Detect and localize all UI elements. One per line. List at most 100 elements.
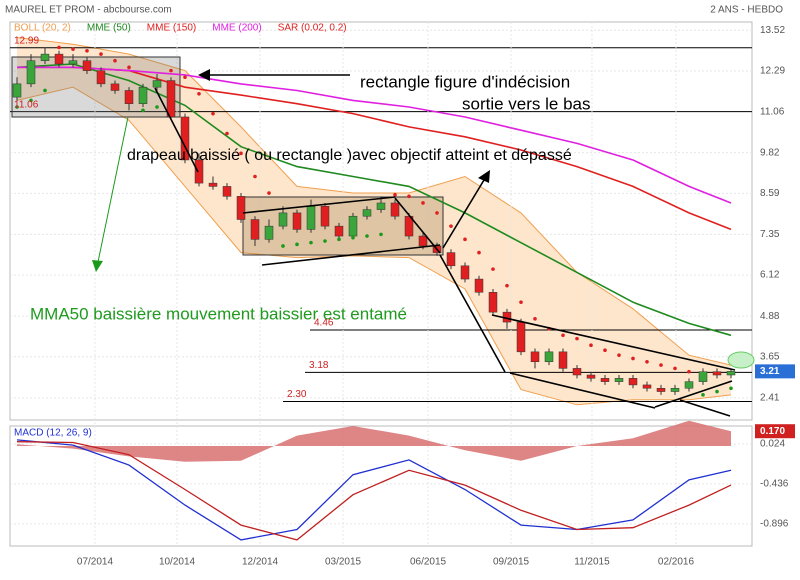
candle-body [474,278,484,293]
sar-dot [169,68,173,73]
candle-body [698,371,708,382]
sar-dot [43,88,47,93]
y-tick-label: -0.436 [760,479,789,490]
level-label: 12.99 [14,35,39,46]
candle-body [138,86,148,104]
x-tick-label: 03/2015 [325,557,362,568]
candle-body [96,70,106,85]
sar-dot [715,389,719,394]
candle-body [110,83,120,91]
panel-title: MACD (12, 26, 9) [14,428,92,439]
trend-line [509,372,656,409]
candle-body [320,206,330,227]
trend-line [679,399,731,417]
y-tick-label: 0.024 [760,439,785,450]
sar-dot [197,91,201,96]
legend-entry: MME (50) [87,23,131,34]
x-tick-label: 02/2016 [658,557,695,568]
drawings [92,69,755,417]
y-tick-label: 11.06 [760,106,785,117]
candle-body [236,196,246,220]
candle-body [600,378,610,382]
x-tick-label: 09/2015 [493,557,530,568]
sar-dot [351,235,355,240]
y-tick-label: 12.29 [760,66,785,77]
x-tick-label: 11/2015 [574,557,610,568]
bollinger-fill [17,37,731,405]
moving-average [17,66,732,231]
candle-body [670,387,680,392]
candle-body [166,80,176,118]
moving-average [16,63,732,337]
candle-body [656,387,666,392]
sar-dot [449,224,453,228]
arrow-head [198,69,210,81]
sar-dot [463,237,467,242]
sar-dot [687,369,691,374]
sar-dot [99,52,103,56]
sar-dot [267,191,271,195]
candle-body [572,368,582,376]
y-tick-label: 4.88 [760,311,780,322]
chart-title: MAUREL ET PROM - abcbourse.com [5,5,172,16]
candle-body [376,202,386,210]
sar-dot [589,343,593,348]
candle-body [684,381,694,389]
sar-dot [379,232,383,237]
sar-dot [575,336,579,341]
candle-body [726,371,736,376]
y-tick-label: 13.52 [760,25,785,36]
x-tick-label: 12/2014 [242,557,279,568]
candle-body [712,371,722,376]
marks-layer [12,45,736,541]
candle-body [334,225,344,237]
trend-line [261,244,441,266]
candle-body [292,212,302,230]
annotation: sortie vers le bas [462,94,591,113]
last-price-tag [755,364,795,379]
last-value-tag [755,424,795,439]
sar-dot [85,48,89,53]
sar-dot [673,366,677,371]
candle-body [460,265,470,280]
candle-body [250,219,260,240]
y-tick-label: 7.35 [760,229,780,240]
sar-dot [701,393,705,397]
candle-body [348,215,358,237]
annotation: rectangle figure d'indécision [360,72,570,91]
sar-dot [71,47,75,51]
sar-dot [337,237,341,242]
sar-dot [295,242,299,247]
sar-dot [659,363,663,367]
sar-dot [323,239,327,243]
sar-dot [407,194,411,199]
candle-body [40,53,50,61]
level-label: 4.46 [314,318,334,329]
sar-dot [225,131,229,136]
candle-body [54,53,64,65]
trend-line [491,314,736,371]
candle-body [418,235,428,247]
moving-average [17,66,732,204]
sar-dot [141,108,145,113]
trend-line [439,254,506,373]
main-frame [9,21,753,421]
sar-dot [281,244,285,248]
sar-dot [729,386,733,391]
sar-dot [155,105,159,109]
candle-body [278,212,288,227]
sar-dot [505,283,509,288]
x-tick-label: 10/2014 [159,557,196,568]
chart-subtitle: 2 ANS - HEBDO [710,5,783,16]
y-tick-label: 2.41 [760,392,780,403]
candle-body [26,60,36,85]
sar-dot [127,65,131,70]
candle-body [362,209,372,217]
sar-dot [631,356,635,361]
candle-body [586,374,596,379]
sar-dot [617,353,621,357]
sar-dot [519,300,523,305]
y-tick-label: -0.896 [760,519,789,530]
candle-body [12,83,22,98]
candle-body [614,378,624,382]
